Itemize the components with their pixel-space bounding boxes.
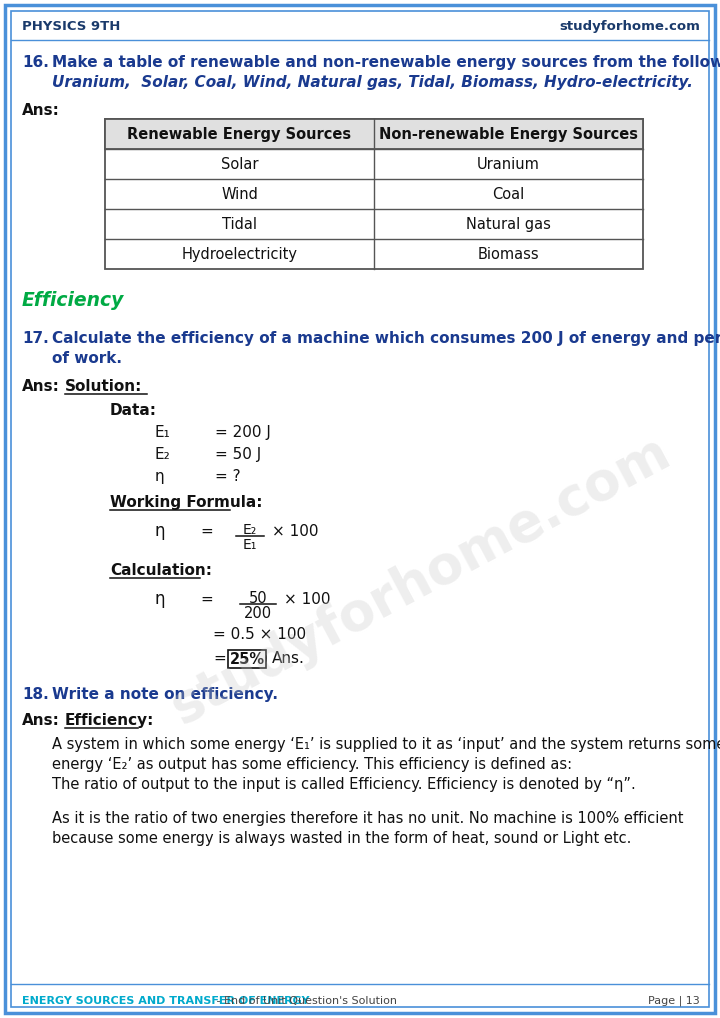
Text: η: η (155, 469, 165, 484)
Text: Solution:: Solution: (65, 379, 143, 394)
Text: E₁: E₁ (243, 538, 257, 552)
Bar (105, 119, 643, 149)
Text: Coal: Coal (492, 186, 525, 202)
Text: PHYSICS 9TH: PHYSICS 9TH (22, 19, 120, 33)
Text: Page | 13: Page | 13 (648, 996, 700, 1006)
Text: =: = (200, 591, 212, 607)
Text: Efficiency: Efficiency (22, 291, 125, 310)
Text: Solar: Solar (221, 157, 258, 171)
Text: Efficiency:: Efficiency: (65, 713, 154, 728)
Text: Renewable Energy Sources: Renewable Energy Sources (127, 126, 351, 142)
Text: As it is the ratio of two energies therefore it has no unit. No machine is 100% : As it is the ratio of two energies there… (52, 811, 683, 826)
Text: ENERGY SOURCES AND TRANSFER OF ENERGY: ENERGY SOURCES AND TRANSFER OF ENERGY (22, 996, 310, 1006)
Text: E₂: E₂ (243, 523, 257, 538)
Text: Biomass: Biomass (477, 246, 539, 262)
Text: because some energy is always wasted in the form of heat, sound or Light etc.: because some energy is always wasted in … (52, 831, 631, 846)
Text: × 100: × 100 (284, 591, 330, 607)
Text: × 100: × 100 (272, 523, 318, 539)
Text: = ?: = ? (215, 469, 240, 484)
Text: 16.: 16. (22, 55, 49, 70)
Bar (228, 651, 266, 668)
Text: =: = (213, 651, 226, 666)
Text: - End of Unit Question's Solution: - End of Unit Question's Solution (212, 996, 397, 1006)
Text: 50: 50 (248, 591, 267, 606)
Text: Ans:: Ans: (22, 713, 60, 728)
Text: Calculate the efficiency of a machine which consumes 200 J of energy and perform: Calculate the efficiency of a machine wh… (52, 331, 720, 346)
Text: =: = (200, 523, 212, 539)
Text: Wind: Wind (221, 186, 258, 202)
Text: η: η (155, 590, 166, 608)
Text: Ans:: Ans: (22, 379, 60, 394)
Text: 17.: 17. (22, 331, 49, 346)
Text: = 200 J: = 200 J (215, 425, 271, 440)
Text: = 0.5 × 100: = 0.5 × 100 (213, 627, 306, 642)
Text: of work.: of work. (52, 351, 122, 366)
Text: 25%: 25% (230, 652, 264, 667)
Text: Calculation:: Calculation: (110, 563, 212, 578)
Text: Ans:: Ans: (22, 103, 60, 118)
Text: E₁: E₁ (155, 425, 171, 440)
Text: Tidal: Tidal (222, 217, 257, 231)
Text: Ans.: Ans. (272, 651, 305, 666)
Text: studyforhome.com: studyforhome.com (559, 19, 700, 33)
Text: Natural gas: Natural gas (466, 217, 551, 231)
Text: Write a note on efficiency.: Write a note on efficiency. (52, 687, 278, 702)
Text: Hydroelectricity: Hydroelectricity (181, 246, 297, 262)
Text: = 50 J: = 50 J (215, 447, 261, 462)
Text: Make a table of renewable and non-renewable energy sources from the following:: Make a table of renewable and non-renewa… (52, 55, 720, 70)
Text: 200: 200 (244, 606, 272, 621)
Text: energy ‘E₂’ as output has some efficiency. This efficiency is defined as:: energy ‘E₂’ as output has some efficienc… (52, 757, 572, 772)
Text: Non-renewable Energy Sources: Non-renewable Energy Sources (379, 126, 638, 142)
Text: Data:: Data: (110, 403, 157, 418)
Text: A system in which some energy ‘E₁’ is supplied to it as ‘input’ and the system r: A system in which some energy ‘E₁’ is su… (52, 737, 720, 752)
Text: E₂: E₂ (155, 447, 171, 462)
Text: studyforhome.com: studyforhome.com (161, 426, 679, 734)
Text: The ratio of output to the input is called Efficiency. Efficiency is denoted by : The ratio of output to the input is call… (52, 777, 636, 792)
Text: η: η (155, 522, 166, 540)
Text: Working Formula:: Working Formula: (110, 495, 263, 510)
Text: Uranium: Uranium (477, 157, 540, 171)
Text: 18.: 18. (22, 687, 49, 702)
Text: Uranium,  Solar, Coal, Wind, Natural gas, Tidal, Biomass, Hydro-electricity.: Uranium, Solar, Coal, Wind, Natural gas,… (52, 75, 693, 90)
Bar (105, 119, 643, 269)
